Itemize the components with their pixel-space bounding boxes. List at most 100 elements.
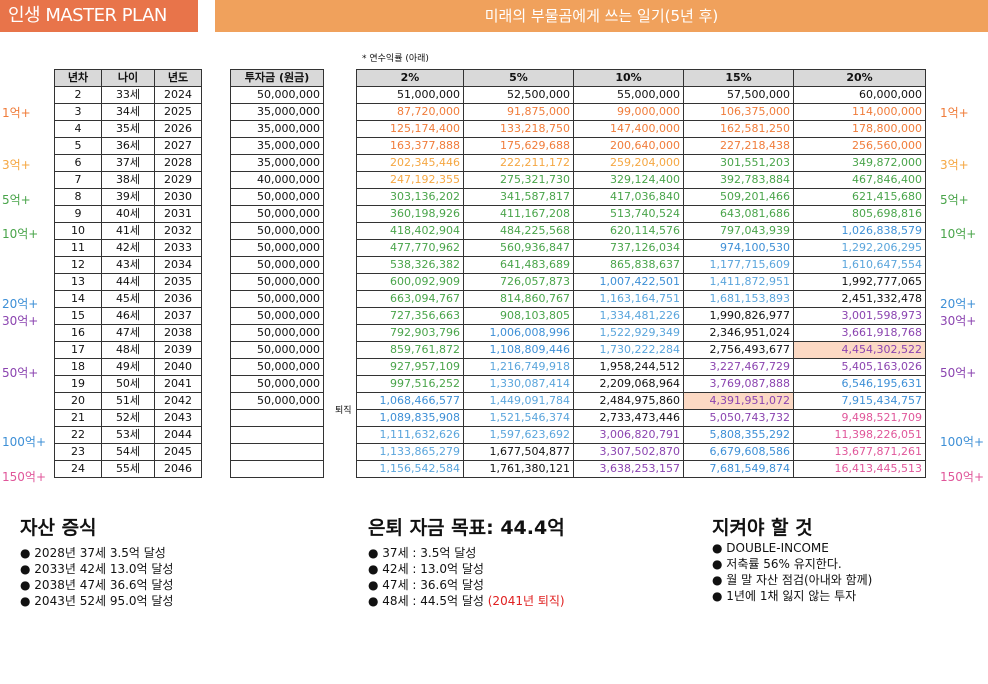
projection-cell: 1,111,632,626 xyxy=(356,426,464,444)
table-row: 20 51세 2042 xyxy=(54,392,202,410)
projection-cell: 329,124,400 xyxy=(573,171,684,189)
projection-cell: 417,036,840 xyxy=(573,188,684,206)
year-count-cell: 9 xyxy=(54,205,102,223)
milestone-label: 50억+ xyxy=(940,365,977,380)
table-row: 7 38세 2029 xyxy=(54,171,202,189)
projection-cell: 16,413,445,513 xyxy=(793,460,926,478)
year-count-cell: 20 xyxy=(54,392,102,410)
projection-cell: 114,000,000 xyxy=(793,103,926,121)
projection-cell: 3,006,820,791 xyxy=(573,426,684,444)
year-cell: 2025 xyxy=(154,103,202,121)
principal-cell: 50,000,000 xyxy=(230,375,324,393)
projection-cell: 908,103,805 xyxy=(463,307,574,325)
investment-table: 투자금 (원금) 50,000,000 35,000,000 35,000,000 3… xyxy=(230,69,324,478)
year-count-cell: 15 xyxy=(54,307,102,325)
projection-cell: 1,108,809,446 xyxy=(463,341,574,359)
table-row: 50,000,000 xyxy=(230,222,324,240)
list-item: 2033년 42세 13.0억 달성 xyxy=(20,561,173,577)
projection-cell: 1,026,838,579 xyxy=(793,222,926,240)
year-count-cell: 3 xyxy=(54,103,102,121)
header-year-count: 년차 xyxy=(54,69,102,87)
header-principal: 투자금 (원금) xyxy=(230,69,324,87)
age-cell: 39세 xyxy=(101,188,155,206)
table-row: 13 44세 2035 xyxy=(54,273,202,291)
year-cell: 2034 xyxy=(154,256,202,274)
year-cell: 2031 xyxy=(154,205,202,223)
table-row: 727,356,663 908,103,805 1,334,481,226 1,990… xyxy=(356,307,926,325)
projection-cell: 5,405,163,026 xyxy=(793,358,926,376)
projection-cell: 974,100,530 xyxy=(683,239,794,257)
age-cell: 43세 xyxy=(101,256,155,274)
milestone-label: 10억+ xyxy=(940,227,977,242)
year-cell: 2026 xyxy=(154,120,202,138)
year-count-cell: 17 xyxy=(54,341,102,359)
table-row: 11 42세 2033 xyxy=(54,239,202,257)
projection-cell: 227,218,438 xyxy=(683,137,794,155)
age-cell: 53세 xyxy=(101,426,155,444)
year-cell: 2036 xyxy=(154,290,202,308)
table-row: 600,092,909 726,057,873 1,007,422,501 1,411… xyxy=(356,273,926,291)
projection-cell: 1,522,929,349 xyxy=(573,324,684,342)
table-row: 50,000,000 xyxy=(230,188,324,206)
age-cell: 54세 xyxy=(101,443,155,461)
projection-cell: 341,587,817 xyxy=(463,188,574,206)
projection-cell: 1,449,091,784 xyxy=(463,392,574,410)
year-cell: 2039 xyxy=(154,341,202,359)
projection-cell: 1,677,504,877 xyxy=(463,443,574,461)
projection-cell: 927,957,109 xyxy=(356,358,464,376)
projection-cell: 1,006,008,996 xyxy=(463,324,574,342)
age-cell: 33세 xyxy=(101,86,155,104)
projection-cell: 600,092,909 xyxy=(356,273,464,291)
year-count-cell: 4 xyxy=(54,120,102,138)
retire-tag: 퇴직 xyxy=(335,406,352,416)
year-count-cell: 19 xyxy=(54,375,102,393)
table-row: 538,326,382 641,483,689 865,838,637 1,177,7… xyxy=(356,256,926,274)
age-cell: 37세 xyxy=(101,154,155,172)
projection-cell: 3,661,918,768 xyxy=(793,324,926,342)
table-row: 14 45세 2036 xyxy=(54,290,202,308)
table-row: 50,000,000 xyxy=(230,358,324,376)
milestone-label: 3억+ xyxy=(940,158,969,173)
list-item: DOUBLE-INCOME xyxy=(712,540,872,556)
projection-cell: 125,174,400 xyxy=(356,120,464,138)
projection-cell: 87,720,000 xyxy=(356,103,464,121)
age-cell: 34세 xyxy=(101,103,155,121)
year-cell: 2042 xyxy=(154,392,202,410)
projection-cell: 51,000,000 xyxy=(356,86,464,104)
list-item: 저축률 56% 유지한다. xyxy=(712,556,872,572)
principal-cell xyxy=(230,443,324,461)
projection-cell: 859,761,872 xyxy=(356,341,464,359)
header-rate-2: 2% xyxy=(356,69,464,87)
projection-cell: 301,551,203 xyxy=(683,154,794,172)
year-cell: 2024 xyxy=(154,86,202,104)
table-row: 303,136,202 341,587,817 417,036,840 509,201… xyxy=(356,188,926,206)
year-cell: 2041 xyxy=(154,375,202,393)
projection-cell: 303,136,202 xyxy=(356,188,464,206)
table-row: 15 46세 2037 xyxy=(54,307,202,325)
table-row xyxy=(230,460,324,478)
return-rate-note: * 연수익률 (아래) xyxy=(362,54,429,64)
principal-cell xyxy=(230,426,324,444)
header-rate-15: 15% xyxy=(683,69,794,87)
table-row: 18 49세 2040 xyxy=(54,358,202,376)
principal-cell: 50,000,000 xyxy=(230,222,324,240)
projection-cell: 1,992,777,065 xyxy=(793,273,926,291)
assets-title: 자산 증식 xyxy=(20,517,97,539)
projection-cell: 6,546,195,631 xyxy=(793,375,926,393)
table-row: 50,000,000 xyxy=(230,307,324,325)
projection-cell: 3,638,253,157 xyxy=(573,460,684,478)
retire-goal-list: 37세 : 3.5억 달성 42세 : 13.0억 달성 47세 : 36.6억… xyxy=(368,545,564,609)
milestone-label: 20억+ xyxy=(2,296,39,311)
projection-cell: 2,346,951,024 xyxy=(683,324,794,342)
age-cell: 42세 xyxy=(101,239,155,257)
table-row: 50,000,000 xyxy=(230,86,324,104)
projection-cell: 1,730,222,284 xyxy=(573,341,684,359)
year-count-cell: 10 xyxy=(54,222,102,240)
projection-cell: 727,356,663 xyxy=(356,307,464,325)
table-row xyxy=(230,443,324,461)
age-cell: 35세 xyxy=(101,120,155,138)
year-cell: 2038 xyxy=(154,324,202,342)
projection-cell: 2,209,068,964 xyxy=(573,375,684,393)
year-count-cell: 8 xyxy=(54,188,102,206)
projection-cell: 3,769,087,888 xyxy=(683,375,794,393)
